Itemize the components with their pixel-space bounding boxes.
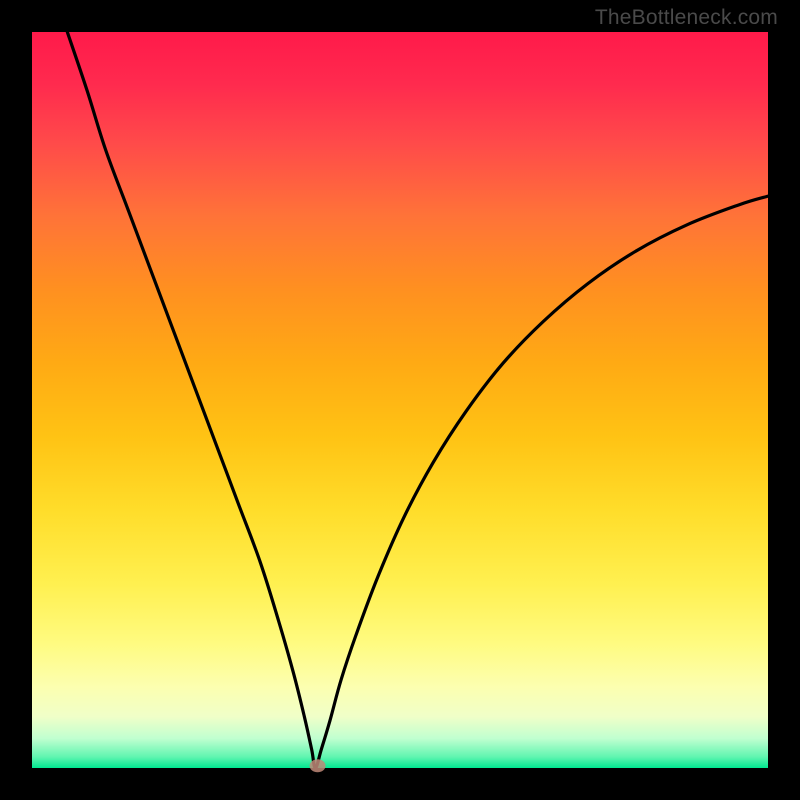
optimum-marker bbox=[310, 759, 326, 772]
watermark-text: TheBottleneck.com bbox=[595, 6, 778, 30]
chart-container: TheBottleneck.com bbox=[0, 0, 800, 800]
plot-background bbox=[32, 32, 768, 768]
bottleneck-chart bbox=[0, 0, 800, 800]
